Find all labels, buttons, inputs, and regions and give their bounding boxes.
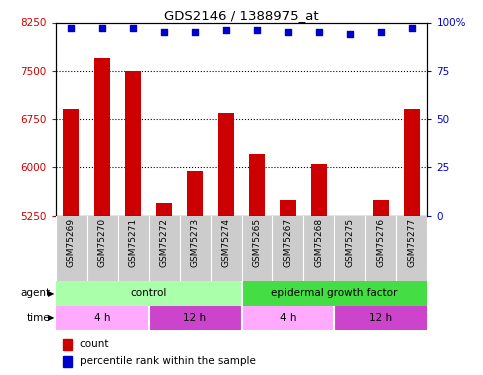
Bar (218, 112, 234, 216)
Text: GSM75276: GSM75276 (376, 217, 385, 267)
Text: time: time (27, 313, 51, 323)
Text: GSM75267: GSM75267 (284, 217, 293, 267)
Bar (125, 71, 141, 216)
Text: GSM75277: GSM75277 (408, 217, 416, 267)
Text: epidermal growth factor: epidermal growth factor (271, 288, 398, 298)
Bar (373, 200, 389, 216)
Bar (334, 306, 427, 330)
Point (408, 25, 416, 31)
Point (346, 31, 354, 37)
Text: GSM75269: GSM75269 (67, 217, 75, 267)
Bar (63, 339, 72, 350)
Text: 4 h: 4 h (280, 313, 296, 323)
Text: count: count (80, 339, 109, 349)
Text: 12 h: 12 h (369, 313, 393, 323)
Text: GSM75265: GSM75265 (253, 217, 261, 267)
Bar (94, 58, 110, 216)
Text: GSM75274: GSM75274 (222, 217, 230, 267)
Bar (242, 306, 334, 330)
Bar (249, 154, 265, 216)
Point (315, 29, 323, 35)
Point (377, 29, 385, 35)
Text: agent: agent (21, 288, 51, 298)
Text: 4 h: 4 h (94, 313, 110, 323)
Text: control: control (130, 288, 167, 298)
Text: ▶: ▶ (48, 314, 54, 322)
Bar (156, 203, 172, 216)
Text: GDS2146 / 1388975_at: GDS2146 / 1388975_at (164, 9, 319, 22)
Point (160, 29, 168, 35)
Bar (311, 164, 327, 216)
Point (191, 29, 199, 35)
Bar (280, 200, 296, 216)
Bar (56, 306, 149, 330)
Point (67, 25, 75, 31)
Bar (242, 281, 427, 306)
Bar (187, 171, 203, 216)
Text: 12 h: 12 h (184, 313, 207, 323)
Bar (149, 306, 242, 330)
Text: GSM75272: GSM75272 (159, 217, 169, 267)
Text: GSM75273: GSM75273 (190, 217, 199, 267)
Text: GSM75270: GSM75270 (98, 217, 107, 267)
Point (129, 25, 137, 31)
Text: GSM75275: GSM75275 (345, 217, 355, 267)
Text: GSM75271: GSM75271 (128, 217, 138, 267)
Bar (56, 281, 242, 306)
Bar (63, 110, 79, 216)
Text: GSM75268: GSM75268 (314, 217, 324, 267)
Point (222, 27, 230, 33)
Bar (404, 110, 420, 216)
Bar (63, 356, 72, 367)
Text: ▶: ▶ (48, 289, 54, 298)
Point (284, 29, 292, 35)
Point (98, 25, 106, 31)
Point (253, 27, 261, 33)
Text: percentile rank within the sample: percentile rank within the sample (80, 357, 256, 366)
